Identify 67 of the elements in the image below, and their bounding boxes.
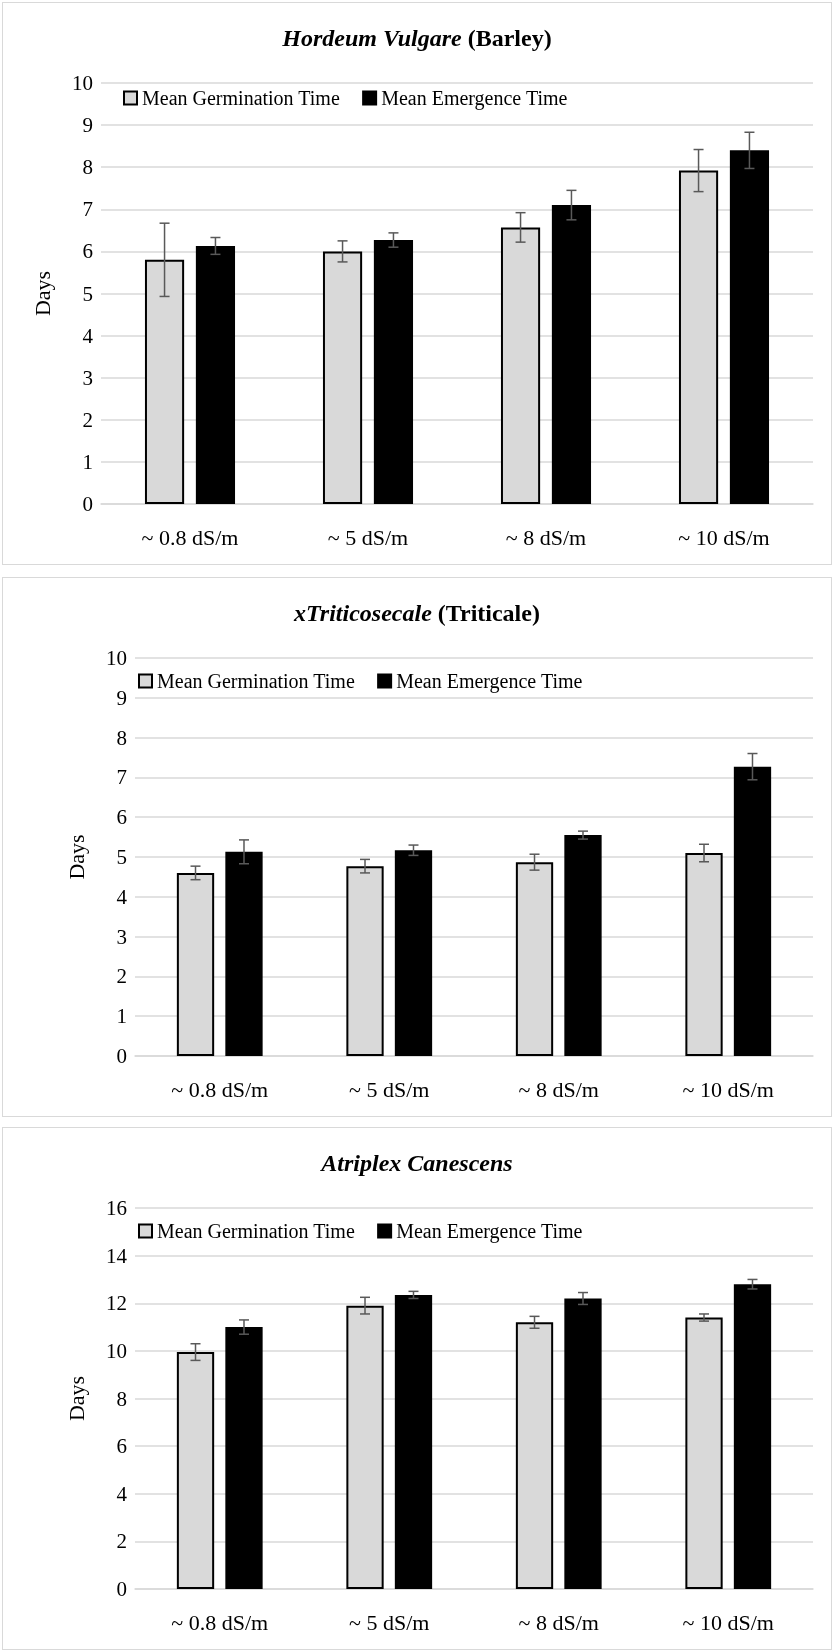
y-tick-label: 2	[82, 407, 93, 432]
bar	[729, 150, 770, 504]
y-tick-label: 12	[106, 1291, 127, 1316]
chart-title: xTriticosecale (Triticale)	[293, 600, 540, 626]
chart-title: Atriplex Canescens	[319, 1150, 513, 1176]
y-tick-label: 1	[116, 1004, 127, 1029]
bar	[225, 1327, 263, 1589]
bar	[564, 1298, 602, 1589]
y-tick-label: 7	[116, 765, 127, 790]
x-tick-label: ~ 5 dS/m	[349, 1076, 430, 1102]
y-axis-title: Days	[63, 834, 89, 880]
bar	[551, 205, 592, 504]
y-tick-label: 8	[116, 1386, 127, 1411]
bar	[564, 835, 602, 1056]
bar	[394, 850, 433, 1056]
y-axis-title: Days	[63, 1375, 89, 1422]
x-tick-label: ~ 8 dS/m	[505, 524, 587, 550]
y-tick-label: 7	[82, 197, 93, 222]
x-tick-label: ~ 10 dS/m	[682, 1076, 774, 1102]
chart-title: Hordeum Vulgare (Barley)	[281, 25, 552, 51]
bar	[195, 245, 236, 504]
x-tick-label: ~ 10 dS/m	[682, 1609, 774, 1635]
y-tick-label: 3	[116, 924, 127, 949]
bar	[733, 1284, 772, 1589]
y-tick-label: 0	[82, 492, 93, 516]
y-tick-label: 10	[106, 1338, 127, 1363]
y-tick-label: 4	[116, 1481, 128, 1506]
y-tick-label: 10	[72, 71, 93, 95]
y-tick-label: 10	[106, 646, 127, 670]
y-tick-label: 5	[82, 281, 93, 306]
y-tick-label: 0	[116, 1577, 127, 1601]
x-tick-label: ~ 10 dS/m	[678, 524, 770, 550]
bar	[373, 240, 414, 504]
y-tick-label: 6	[116, 805, 127, 830]
x-tick-label: ~ 8 dS/m	[518, 1609, 599, 1635]
y-tick-label: 1	[82, 449, 93, 474]
y-tick-label: 3	[82, 365, 93, 390]
y-tick-label: 0	[116, 1044, 127, 1068]
y-tick-label: 16	[106, 1196, 127, 1220]
y-tick-label: 4	[82, 323, 94, 348]
y-tick-label: 5	[116, 845, 127, 869]
legend-label: Mean Germination Time	[142, 87, 340, 109]
y-tick-label: 14	[106, 1243, 128, 1268]
y-tick-label: 4	[116, 884, 128, 909]
y-tick-label: 6	[82, 239, 93, 264]
y-tick-label: 8	[82, 155, 93, 180]
y-axis-title: Days	[29, 270, 55, 317]
x-tick-label: ~ 8 dS/m	[518, 1076, 599, 1102]
bar	[733, 766, 772, 1056]
y-tick-label: 9	[116, 685, 127, 710]
bar	[394, 1294, 433, 1589]
x-tick-label: ~ 0.8 dS/m	[171, 1076, 269, 1102]
y-tick-label: 2	[116, 1529, 127, 1554]
x-tick-label: ~ 5 dS/m	[349, 1609, 430, 1635]
legend-label: Mean Germination Time	[157, 670, 355, 692]
y-tick-label: 6	[116, 1434, 127, 1459]
x-tick-label: ~ 5 dS/m	[327, 524, 409, 550]
x-tick-label: ~ 0.8 dS/m	[171, 1609, 269, 1635]
legend-label: Mean Emergence Time	[381, 87, 568, 110]
x-tick-label: ~ 0.8 dS/m	[141, 524, 239, 550]
y-tick-label: 8	[116, 725, 127, 750]
bar	[225, 851, 263, 1056]
legend-label: Mean Germination Time	[157, 1220, 355, 1242]
legend-label: Mean Emergence Time	[396, 1220, 583, 1243]
y-tick-label: 9	[82, 113, 93, 138]
y-tick-label: 2	[116, 964, 127, 989]
legend-label: Mean Emergence Time	[396, 670, 583, 693]
